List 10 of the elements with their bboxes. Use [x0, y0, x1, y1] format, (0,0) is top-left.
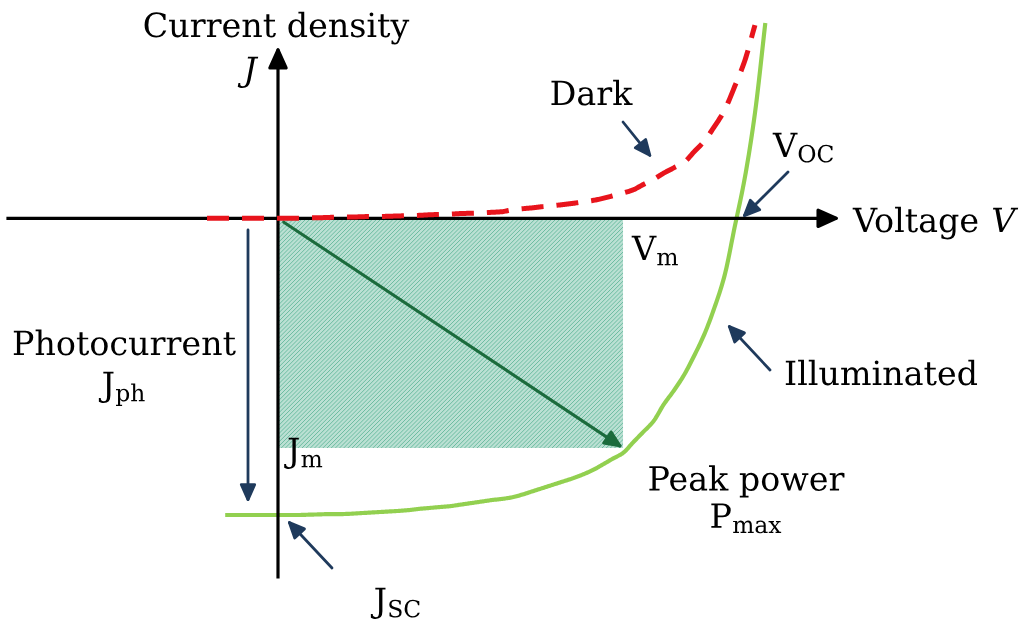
- text: J$_{SC}$: [370, 587, 420, 619]
- annotation: Photocurrent J$_{ph}$: [13, 329, 236, 407]
- annotation: J$_{m}$: [284, 437, 323, 469]
- x-axis-title: Voltage V: [852, 206, 1019, 240]
- annotation: V$_{m}$: [631, 235, 678, 266]
- y-axis-title: Current density J: [144, 11, 410, 88]
- text: V$_{OC}$: [772, 132, 833, 163]
- text: Dark: [551, 79, 633, 106]
- annotation: Peak power P$_{max}$: [649, 465, 845, 534]
- text: Illuminated: [785, 359, 978, 386]
